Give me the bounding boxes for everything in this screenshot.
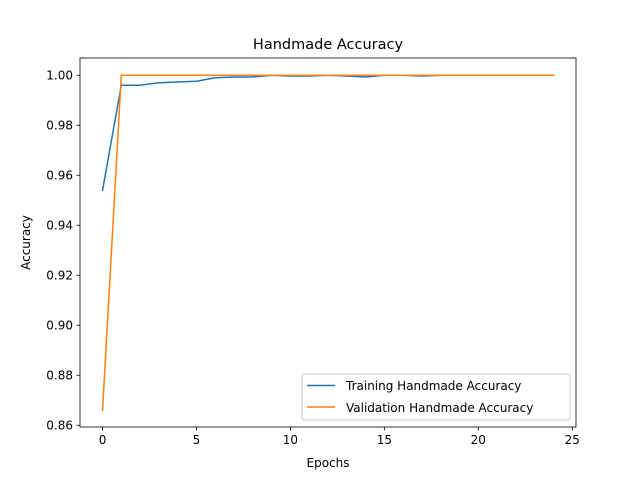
legend: Training Handmade Accuracy Validation Ha… xyxy=(301,373,571,421)
series-line-validation xyxy=(101,74,555,412)
y-tick-label: 0.90 xyxy=(46,318,73,332)
y-tick-label: 0.94 xyxy=(46,218,73,232)
legend-label-validation: Validation Handmade Accuracy xyxy=(346,401,533,415)
y-axis-label: Accuracy xyxy=(19,215,33,270)
x-axis-ticks: 0 5 10 15 20 25 xyxy=(99,427,580,447)
y-tick-label: 0.86 xyxy=(46,418,73,432)
plot-frame xyxy=(79,57,577,428)
y-tick-label: 1.00 xyxy=(46,68,73,82)
legend-box xyxy=(301,373,571,421)
y-tick-label: 0.92 xyxy=(46,268,73,282)
x-tick-label: 0 xyxy=(99,433,107,447)
x-tick-label: 5 xyxy=(193,433,201,447)
x-axis-label: Epochs xyxy=(307,456,350,470)
y-tick-label: 0.96 xyxy=(46,168,73,182)
x-tick-label: 15 xyxy=(377,433,392,447)
y-axis-ticks: 0.86 0.88 0.90 0.92 0.94 0.96 0.98 1.00 xyxy=(46,68,80,432)
y-tick-label: 0.98 xyxy=(46,118,73,132)
series-layer xyxy=(101,74,555,412)
x-tick-label: 20 xyxy=(471,433,486,447)
x-tick-label: 25 xyxy=(565,433,580,447)
chart-title: Handmade Accuracy xyxy=(253,37,404,53)
y-tick-label: 0.88 xyxy=(46,368,73,382)
x-tick-label: 10 xyxy=(283,433,298,447)
legend-label-training: Training Handmade Accuracy xyxy=(345,379,521,393)
